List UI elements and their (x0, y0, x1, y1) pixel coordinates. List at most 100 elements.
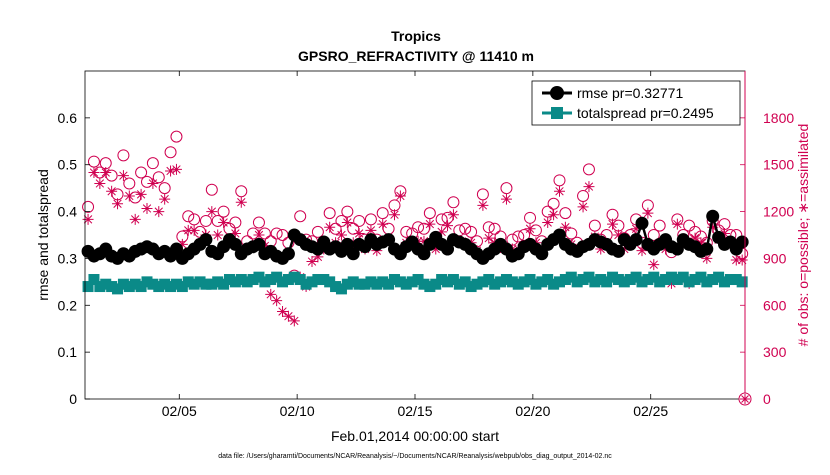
assimilated-point (312, 251, 324, 263)
rmse-point (199, 233, 213, 247)
assimilated-point (82, 213, 94, 225)
chart-title: Tropics (391, 28, 441, 44)
possible-point (435, 213, 448, 226)
y-tick-label-left: 0.6 (58, 110, 78, 126)
axes-layer: 02/05 02/10 02/15 02/20 02/25 0 0.1 0.2 0.3 0.4 0.… (58, 70, 794, 419)
totalspread-point (648, 271, 660, 283)
footnote: data file: /Users/gharamti/Documents/NCA… (218, 453, 612, 460)
y-tick-label-left: 0.1 (58, 344, 78, 360)
totalspread-point (241, 276, 253, 288)
series-totalspread (82, 271, 748, 295)
totalspread-point (701, 276, 713, 288)
assimilated-point (671, 218, 683, 230)
possible-point (117, 149, 130, 162)
assimilated-point (430, 243, 442, 255)
chart-subtitle: GPSRO_REFRACTIVITY @ 11410 m (298, 48, 534, 64)
assimilated-point (282, 310, 294, 322)
assimilated-point (147, 177, 159, 189)
assimilated-point (153, 206, 165, 218)
assimilated-point (271, 295, 283, 307)
totalspread-point (141, 276, 153, 288)
totalspread-point (153, 281, 165, 293)
assimilated-point (695, 237, 707, 249)
possible-point (170, 130, 183, 143)
rmse-point (346, 247, 360, 261)
assimilated-point (636, 245, 648, 257)
totalspread-point (159, 278, 171, 290)
totalspread-point (542, 274, 554, 286)
totalspread-point (412, 274, 424, 286)
totalspread-point (194, 276, 206, 288)
totalspread-point (465, 281, 477, 293)
totalspread-point (312, 274, 324, 286)
assimilated-point (524, 223, 536, 235)
assimilated-point (88, 167, 100, 179)
rmse-point (252, 237, 266, 251)
rmse-point (735, 235, 749, 249)
assimilated-point (483, 232, 495, 244)
assimilated-point (188, 224, 200, 236)
totalspread-point (601, 276, 613, 288)
assimilated-point (365, 224, 377, 236)
totalspread-point (654, 276, 666, 288)
assimilated-point (218, 217, 230, 229)
rmse-point (611, 244, 625, 258)
y-tick-label-right: 1500 (763, 157, 794, 173)
assimilated-point (141, 202, 153, 214)
assimilated-point (436, 226, 448, 238)
possible-point (447, 196, 460, 209)
totalspread-point (430, 278, 442, 290)
totalspread-point (518, 276, 530, 288)
y-tick-label-left: 0.2 (58, 297, 78, 313)
y-tick-label-right: 1800 (763, 110, 794, 126)
totalspread-point (636, 276, 648, 288)
assimilated-point (129, 213, 141, 225)
x-tick-label: 02/25 (633, 403, 668, 419)
possible-point (205, 183, 218, 196)
totalspread-point (253, 271, 265, 283)
totalspread-point (347, 276, 359, 288)
y-axis-label-left: rmse and totalspread (35, 169, 51, 301)
totalspread-point (188, 278, 200, 290)
totalspread-point (695, 271, 707, 283)
totalspread-point (500, 274, 512, 286)
y-axis-label-right: # of obs: o=possible; ∗=assimilated (795, 124, 811, 347)
rmse-point (417, 247, 431, 261)
series-rmse (81, 209, 749, 265)
legend-spread-marker (551, 107, 563, 119)
possible-point (135, 166, 148, 179)
totalspread-point (271, 271, 283, 283)
assimilated-point (324, 221, 336, 233)
possible-point (459, 222, 472, 235)
totalspread-point (288, 271, 300, 283)
totalspread-point (713, 271, 725, 283)
totalspread-point (353, 278, 365, 290)
totalspread-point (383, 278, 395, 290)
rmse-point (228, 237, 242, 251)
rmse-point (281, 247, 295, 261)
totalspread-point (577, 274, 589, 286)
totalspread-point (424, 281, 436, 293)
assimilated-point (288, 315, 300, 327)
assimilated-point (630, 223, 642, 235)
rmse-point (629, 233, 643, 247)
totalspread-point (247, 274, 259, 286)
totalspread-point (135, 281, 147, 293)
totalspread-point (229, 276, 241, 288)
possible-point (294, 210, 307, 223)
totalspread-point (536, 276, 548, 288)
assimilated-point (553, 185, 565, 197)
totalspread-point (200, 278, 212, 290)
assimilated-point (206, 206, 218, 218)
y-tick-label-left: 0.5 (58, 157, 78, 173)
rmse-point (169, 242, 183, 256)
possible-point (199, 214, 212, 227)
assimilated-point (306, 256, 318, 268)
possible-point (146, 157, 159, 170)
totalspread-point (300, 278, 312, 290)
assimilated-point (548, 209, 560, 221)
possible-point (123, 177, 136, 190)
assimilated-point (159, 193, 171, 205)
possible-point (252, 216, 265, 229)
assimilated-point (477, 199, 489, 211)
